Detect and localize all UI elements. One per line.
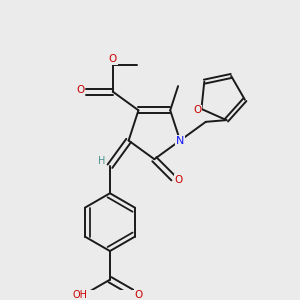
Text: O: O [109,54,117,64]
Text: OH: OH [73,290,88,300]
Text: H: H [98,156,106,166]
Text: O: O [76,85,85,95]
Text: O: O [134,290,143,300]
Text: O: O [193,105,201,116]
Text: O: O [175,175,183,185]
Text: N: N [176,136,184,146]
